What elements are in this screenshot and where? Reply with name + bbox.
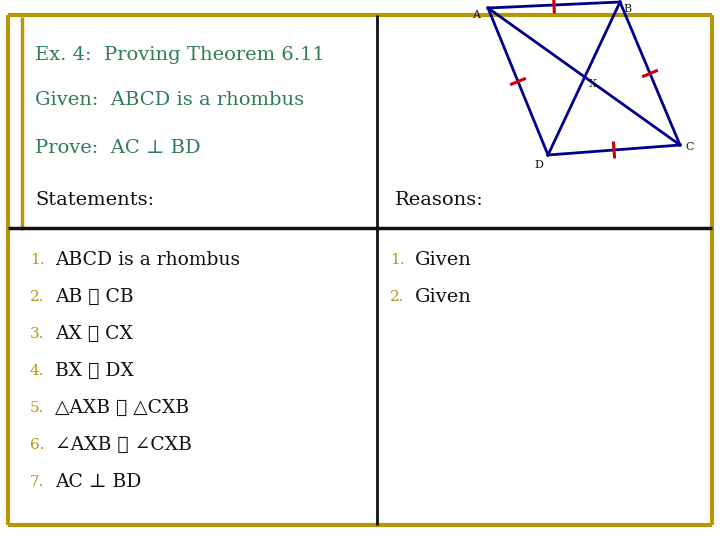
Text: Given: Given bbox=[415, 251, 472, 269]
Text: X: X bbox=[589, 79, 597, 89]
Text: Given:  ABCD is a rhombus: Given: ABCD is a rhombus bbox=[35, 91, 304, 109]
Text: AB ≅ CB: AB ≅ CB bbox=[55, 288, 134, 306]
Text: C: C bbox=[685, 142, 693, 152]
Text: △AXB ≅ △CXB: △AXB ≅ △CXB bbox=[55, 399, 189, 417]
Text: Statements:: Statements: bbox=[35, 191, 154, 209]
Text: Given: Given bbox=[415, 288, 472, 306]
Text: A: A bbox=[472, 10, 480, 20]
Text: 2.: 2. bbox=[30, 290, 45, 304]
Text: Ex. 4:  Proving Theorem 6.11: Ex. 4: Proving Theorem 6.11 bbox=[35, 46, 325, 64]
Text: Prove:  AC ⊥ BD: Prove: AC ⊥ BD bbox=[35, 139, 201, 157]
Text: 7.: 7. bbox=[30, 475, 45, 489]
Text: 1.: 1. bbox=[390, 253, 405, 267]
Text: ∠AXB ≅ ∠CXB: ∠AXB ≅ ∠CXB bbox=[55, 436, 192, 454]
Text: Reasons:: Reasons: bbox=[395, 191, 484, 209]
Text: 2.: 2. bbox=[390, 290, 405, 304]
Text: ABCD is a rhombus: ABCD is a rhombus bbox=[55, 251, 240, 269]
Text: BX ≅ DX: BX ≅ DX bbox=[55, 362, 134, 380]
Text: 3.: 3. bbox=[30, 327, 45, 341]
Text: B: B bbox=[623, 4, 631, 14]
Text: D: D bbox=[534, 160, 543, 170]
Text: 5.: 5. bbox=[30, 401, 45, 415]
Text: 1.: 1. bbox=[30, 253, 45, 267]
Text: AC ⊥ BD: AC ⊥ BD bbox=[55, 473, 141, 491]
Text: AX ≅ CX: AX ≅ CX bbox=[55, 325, 133, 343]
Text: 6.: 6. bbox=[30, 438, 45, 452]
Text: 4.: 4. bbox=[30, 364, 45, 378]
